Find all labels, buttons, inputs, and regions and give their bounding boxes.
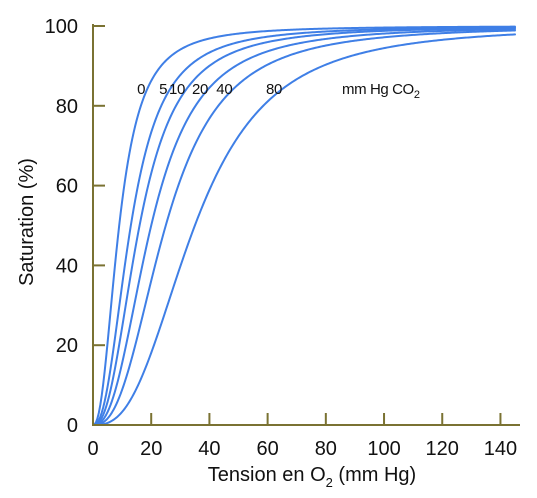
curve-co2-5 bbox=[92, 26, 516, 426]
curve-co2-0 bbox=[92, 25, 516, 426]
curve-label-co2-0: 0 bbox=[137, 81, 145, 98]
y-tick-label: 100 bbox=[45, 16, 78, 38]
curve-label-co2-10: 10 bbox=[169, 81, 185, 98]
curve-label-co2-20: 20 bbox=[192, 81, 208, 98]
curve-co2-80 bbox=[92, 33, 516, 426]
curve-co2-40 bbox=[92, 29, 516, 426]
x-tick-label: 60 bbox=[256, 438, 278, 460]
y-axis-title: Saturation (%) bbox=[16, 158, 38, 286]
curve-label-co2-40: 40 bbox=[216, 81, 232, 98]
curve-co2-10 bbox=[92, 27, 516, 426]
curves-layer bbox=[92, 25, 516, 426]
x-tick-label: 120 bbox=[426, 438, 459, 460]
x-axis-title: Tension en O2 (mm Hg) bbox=[208, 464, 416, 490]
co2-unit-label: mm Hg CO2 bbox=[342, 81, 420, 101]
y-tick-label: 60 bbox=[56, 176, 78, 198]
y-tick-label: 80 bbox=[56, 96, 78, 118]
x-tick-label: 140 bbox=[484, 438, 517, 460]
y-tick-label: 40 bbox=[56, 255, 78, 277]
x-tick-label: 100 bbox=[367, 438, 400, 460]
x-axis-title-unit: (mm Hg) bbox=[333, 464, 416, 486]
curve-label-co2-80: 80 bbox=[266, 81, 282, 98]
curve-label-co2-5: 5 bbox=[159, 81, 167, 98]
x-axis-title-subscript: 2 bbox=[326, 475, 333, 490]
x-tick-label: 0 bbox=[87, 438, 98, 460]
co2-unit-main: mm Hg CO bbox=[342, 81, 414, 98]
x-tick-label: 40 bbox=[198, 438, 220, 460]
x-axis-title-main: Tension en O bbox=[208, 464, 326, 486]
y-tick-label: 0 bbox=[67, 415, 78, 437]
x-tick-label: 20 bbox=[140, 438, 162, 460]
co2-unit-subscript: 2 bbox=[414, 89, 420, 101]
labels-layer: 0 5 10 20 40 80 bbox=[137, 81, 282, 98]
curve-co2-20 bbox=[92, 28, 516, 426]
x-tick-label: 80 bbox=[315, 438, 337, 460]
y-tick-label: 20 bbox=[56, 335, 78, 357]
